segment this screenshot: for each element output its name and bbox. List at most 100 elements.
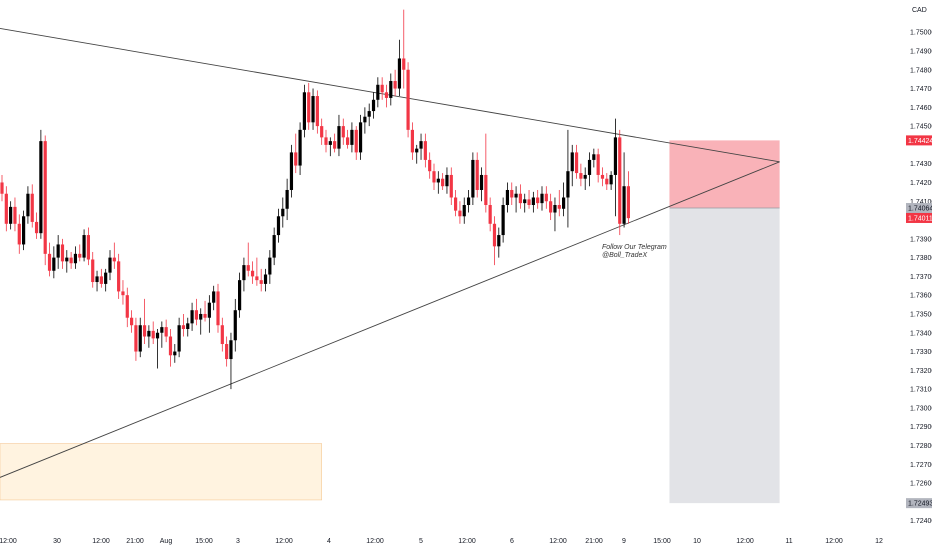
candle xyxy=(289,144,294,198)
candle xyxy=(173,344,177,363)
candle xyxy=(147,325,151,348)
y-tick-label: 1.73700 xyxy=(910,274,932,281)
time-scale xyxy=(0,532,932,550)
candle xyxy=(125,287,129,328)
candle-body xyxy=(190,310,194,324)
candle xyxy=(73,246,78,269)
candle xyxy=(397,39,402,97)
candle-body xyxy=(272,235,276,258)
candle xyxy=(428,152,432,179)
candle xyxy=(497,227,501,258)
price-tag-label: 1.74064 xyxy=(908,206,932,213)
candle xyxy=(376,77,380,108)
candle-body xyxy=(250,270,255,277)
candle xyxy=(17,214,21,254)
candle xyxy=(82,229,86,262)
candle xyxy=(346,129,350,149)
candle xyxy=(479,167,484,202)
candle-body xyxy=(164,327,168,337)
x-tick-label: 21:00 xyxy=(126,538,144,545)
candle xyxy=(475,152,479,198)
candle xyxy=(203,300,207,322)
candle-body xyxy=(268,257,272,275)
candle-body xyxy=(333,141,337,149)
candle-body xyxy=(505,189,510,206)
candle-body xyxy=(199,313,203,320)
y-tick-label: 1.73200 xyxy=(910,368,932,375)
candle-body xyxy=(441,178,445,187)
candle xyxy=(86,227,90,266)
candle-body xyxy=(466,197,471,206)
candle xyxy=(199,308,203,335)
candle xyxy=(259,268,263,292)
candle xyxy=(371,92,376,119)
candle-body xyxy=(574,152,579,174)
candle xyxy=(0,174,4,202)
x-tick-label: 12:00 xyxy=(275,538,293,545)
candle xyxy=(432,163,436,190)
candle-body xyxy=(229,340,233,360)
candle-body xyxy=(263,274,268,284)
candle xyxy=(406,62,410,138)
candle xyxy=(91,251,95,288)
candle-body xyxy=(142,325,147,337)
candle-body xyxy=(246,265,250,271)
y-tick-label: 1.73400 xyxy=(910,330,932,337)
candle-body xyxy=(0,182,4,194)
x-tick-label: 5 xyxy=(419,538,423,545)
candle xyxy=(622,152,626,228)
x-tick-label: 12:00 xyxy=(549,538,567,545)
y-tick-label: 1.74500 xyxy=(910,124,932,131)
candle-body xyxy=(17,223,21,245)
telegram-note-line: Follow Our Telegram xyxy=(602,244,667,251)
candle-body xyxy=(337,126,341,149)
candle-body xyxy=(587,159,592,175)
candle-body xyxy=(523,199,527,204)
candle-body xyxy=(242,265,246,281)
candle-body xyxy=(371,99,376,112)
candle-body xyxy=(380,84,384,93)
candle-body xyxy=(324,137,328,145)
candle xyxy=(130,310,134,333)
candle-body xyxy=(225,344,229,360)
y-tick-label: 1.73800 xyxy=(910,255,932,262)
candle-body xyxy=(138,325,142,352)
candle xyxy=(233,298,237,352)
candle xyxy=(22,210,26,251)
x-tick-label: 11 xyxy=(785,538,792,545)
candle xyxy=(276,208,281,243)
candle-body xyxy=(91,259,95,283)
candle-body xyxy=(30,193,34,222)
candle-body xyxy=(501,205,505,236)
candle-body xyxy=(527,199,531,206)
candle-body xyxy=(207,302,211,318)
candle-body xyxy=(618,137,622,224)
candle-body xyxy=(518,193,522,204)
candle-body xyxy=(155,332,160,339)
candle-body xyxy=(596,154,600,175)
candle-body xyxy=(479,174,484,190)
candle-body xyxy=(406,69,410,130)
y-tick-label: 1.74200 xyxy=(910,180,932,187)
candle-body xyxy=(432,171,436,183)
candle-body xyxy=(376,84,380,100)
candle xyxy=(225,336,229,367)
candle xyxy=(423,133,427,168)
candle xyxy=(328,137,332,157)
y-tick-label: 1.73300 xyxy=(910,349,932,356)
candle-body xyxy=(579,173,583,179)
candle xyxy=(518,184,522,209)
candle-body xyxy=(34,221,39,234)
candle-body xyxy=(52,257,56,271)
candle xyxy=(30,184,34,228)
candle-body xyxy=(276,216,281,236)
candle xyxy=(47,242,52,277)
candle-body xyxy=(354,129,358,153)
candle-body xyxy=(419,141,423,149)
price-tag: 1.74424 xyxy=(906,135,932,146)
candle-body xyxy=(56,244,60,258)
candle-body xyxy=(488,205,492,224)
candle xyxy=(501,197,505,243)
telegram-note-line: @Boll_TradeX xyxy=(602,252,647,259)
